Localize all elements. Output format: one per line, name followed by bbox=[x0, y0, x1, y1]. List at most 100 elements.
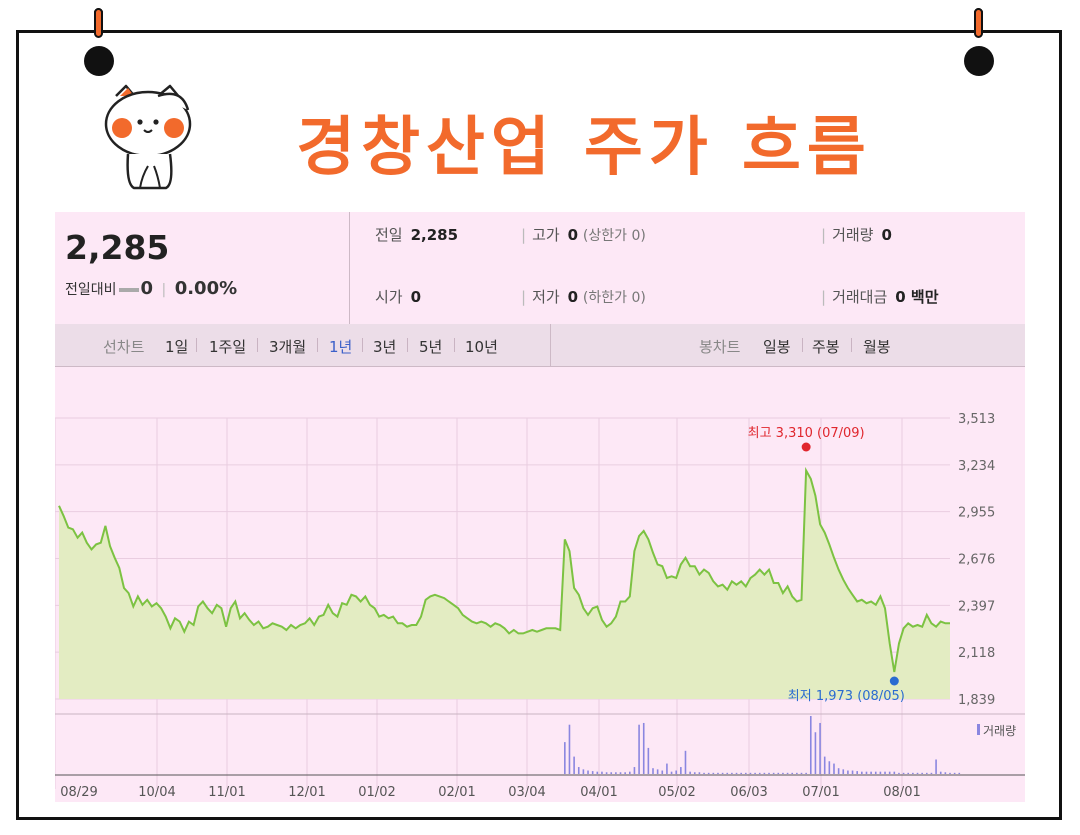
change-value: 0 bbox=[140, 278, 154, 299]
volume-legend-icon bbox=[977, 724, 980, 735]
tab-separator bbox=[257, 338, 258, 352]
volume-bar bbox=[698, 772, 701, 774]
volume-bar bbox=[865, 771, 868, 774]
lower-limit: (하한가 0) bbox=[582, 290, 646, 306]
tab-1w[interactable]: 1주일 bbox=[209, 338, 247, 356]
volume-bar bbox=[749, 772, 752, 774]
volume-bar bbox=[628, 771, 631, 774]
tab-separator bbox=[802, 338, 803, 352]
volume-bar bbox=[568, 724, 571, 774]
candle-chart-label: 봉차트 bbox=[699, 338, 741, 356]
volume-bar bbox=[884, 771, 886, 774]
volume-bar bbox=[949, 772, 951, 774]
x-tick-label: 03/04 bbox=[508, 785, 545, 800]
y-tick-label: 1,839 bbox=[958, 693, 995, 708]
volume-bar bbox=[856, 771, 858, 774]
volume-bar bbox=[828, 761, 831, 774]
high-value: 0 bbox=[567, 226, 579, 244]
volume-bar bbox=[935, 759, 937, 774]
tabs-divider bbox=[550, 324, 551, 366]
y-tick-label: 2,397 bbox=[958, 599, 995, 614]
volume-bar bbox=[809, 716, 812, 774]
volume-bar bbox=[610, 772, 613, 774]
volume-bar bbox=[842, 769, 845, 774]
tab-1d[interactable]: 1일 bbox=[165, 338, 189, 356]
tab-separator bbox=[454, 338, 455, 352]
volume-bar bbox=[735, 772, 738, 774]
volume-bar bbox=[684, 750, 687, 774]
volume-bar bbox=[564, 742, 566, 774]
binder-pin-left-top bbox=[94, 8, 103, 38]
volume-bar bbox=[907, 772, 910, 774]
y-tick-label: 3,513 bbox=[958, 412, 995, 427]
tab-3y[interactable]: 3년 bbox=[373, 338, 397, 356]
tab-monthly-candle[interactable]: 월봉 bbox=[863, 338, 891, 356]
volume-bar bbox=[638, 724, 640, 774]
x-tick-label: 11/01 bbox=[208, 785, 245, 800]
volume-bar bbox=[731, 772, 733, 774]
volume-bar bbox=[740, 772, 742, 774]
volume-bar bbox=[958, 772, 961, 774]
volume-bar bbox=[689, 771, 691, 774]
volume-bar bbox=[847, 770, 849, 774]
x-tick-label: 05/02 bbox=[658, 785, 695, 800]
day-low: | 저가 0 (하한가 0) bbox=[521, 288, 646, 306]
y-tick-label: 2,118 bbox=[958, 646, 995, 661]
tab-10y[interactable]: 10년 bbox=[465, 338, 498, 356]
volume-bar bbox=[721, 772, 724, 774]
tab-weekly-candle[interactable]: 주봉 bbox=[812, 338, 840, 356]
volume-bar bbox=[916, 772, 919, 774]
tab-1y[interactable]: 1년 bbox=[329, 338, 353, 356]
high-label: 최고 3,310 (07/09) bbox=[748, 426, 865, 441]
volume: | 거래량 0 bbox=[821, 226, 892, 244]
x-tick-label: 12/01 bbox=[288, 785, 325, 800]
volume-bar bbox=[805, 772, 807, 774]
tab-separator bbox=[851, 338, 852, 352]
volume-bar bbox=[944, 772, 947, 774]
binder-ring-left bbox=[84, 46, 114, 76]
volume-bar bbox=[888, 771, 891, 774]
volume-bar bbox=[921, 772, 923, 774]
volume-bar bbox=[796, 772, 798, 774]
volume-bar bbox=[786, 772, 789, 774]
volume-bar bbox=[666, 763, 668, 774]
page-title: 경창산업 주가 흐름 bbox=[296, 111, 872, 185]
x-tick-label: 01/02 bbox=[358, 785, 395, 800]
current-price: 2,285 bbox=[65, 228, 170, 267]
stock-panel: 2,285 전일대비 0 | 0.00% 전일 2,285 | 고가 0 (상한가 0)… bbox=[55, 212, 1025, 802]
tab-5y[interactable]: 5년 bbox=[419, 338, 443, 356]
volume-bar bbox=[870, 771, 872, 774]
y-tick-label: 2,676 bbox=[958, 553, 995, 568]
price-chart: 3,513 3,234 2,955 2,676 2,397 2,118 1,839 08/29… bbox=[55, 412, 1025, 800]
volume-bar bbox=[703, 772, 705, 774]
tab-daily-candle[interactable]: 일봉 bbox=[763, 338, 791, 356]
binder-ring-right bbox=[964, 46, 994, 76]
change-label: 전일대비 bbox=[65, 282, 117, 298]
volume-bar bbox=[573, 756, 575, 774]
volume-bar bbox=[680, 767, 682, 774]
volume-bar bbox=[833, 763, 835, 774]
volume-bar bbox=[754, 772, 756, 774]
volume-bar bbox=[837, 768, 840, 774]
low-marker bbox=[889, 676, 899, 686]
chart-tabs: 선차트 1일 1주일 3개월 1년 3년 5년 10년 봉차트 일봉 주봉 월봉 bbox=[55, 324, 1025, 367]
cat-mascot-icon bbox=[104, 84, 192, 190]
tab-3m[interactable]: 3개월 bbox=[269, 338, 307, 356]
volume-bar bbox=[624, 772, 626, 774]
volume-bar bbox=[768, 772, 770, 774]
binder-pin-right-top bbox=[974, 8, 983, 38]
amount-value: 0 백만 bbox=[895, 288, 939, 306]
volume-bar bbox=[693, 772, 696, 774]
price-change: 전일대비 0 | 0.00% bbox=[65, 278, 238, 299]
volume-bar bbox=[800, 772, 803, 774]
volume-bar bbox=[939, 771, 942, 774]
volume-bar bbox=[652, 768, 654, 774]
low-value: 0 bbox=[567, 288, 579, 306]
volume-bar bbox=[819, 722, 821, 774]
volume-bar bbox=[902, 772, 905, 774]
upper-limit: (상한가 0) bbox=[582, 228, 646, 244]
volume-bar bbox=[874, 771, 877, 774]
open-price: 시가 0 bbox=[375, 286, 421, 307]
x-tick-label: 10/04 bbox=[138, 785, 175, 800]
amount-label: 거래대금 bbox=[832, 288, 888, 306]
